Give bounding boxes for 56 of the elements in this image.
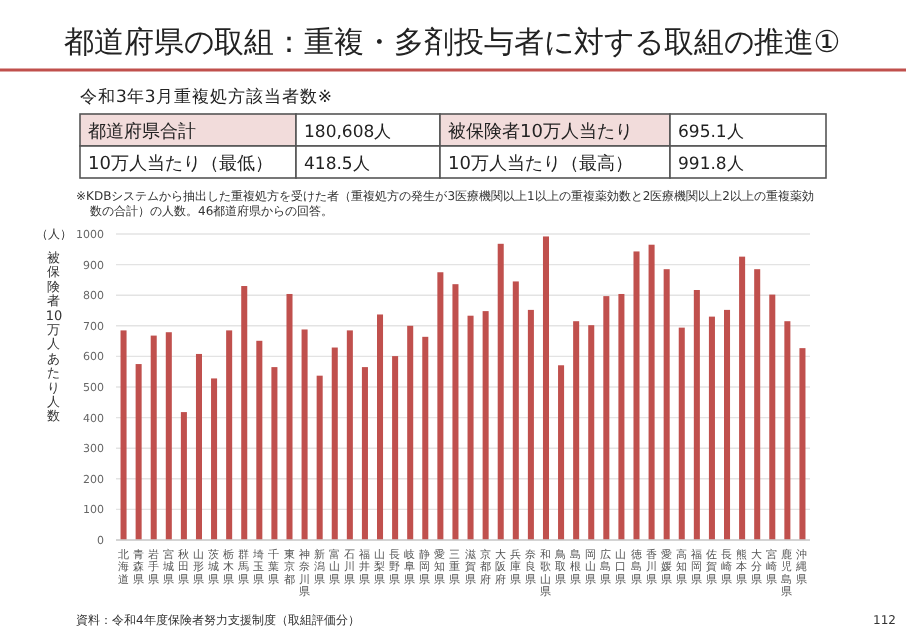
bar (407, 325, 414, 540)
text: 991.8人 (678, 153, 745, 175)
text: 10万人当たり（最低） (88, 153, 273, 175)
bar (739, 256, 746, 540)
bar (271, 367, 278, 540)
bar (754, 269, 761, 540)
bar (301, 329, 308, 540)
bar (663, 269, 670, 540)
bar (150, 335, 157, 540)
bar (392, 356, 399, 540)
text: 10万人当たり（最高） (448, 153, 633, 175)
bar (603, 296, 610, 540)
bar (648, 244, 655, 540)
bar (693, 290, 700, 540)
bar (437, 272, 444, 540)
bar (497, 243, 504, 540)
text: 令和3年3月重複処方該当者数※ (80, 86, 332, 108)
bar (573, 321, 580, 540)
bar (195, 353, 202, 540)
bar (211, 378, 218, 540)
bar (482, 311, 489, 540)
text: 695.1人 (678, 121, 745, 143)
bar (467, 315, 474, 540)
bar (512, 281, 519, 540)
bar (618, 293, 625, 540)
bar (452, 284, 459, 540)
bar (678, 327, 685, 540)
bar (316, 375, 323, 540)
bar (165, 332, 172, 540)
bar (527, 309, 534, 540)
bar (558, 365, 565, 540)
bar (286, 293, 293, 540)
bar (346, 330, 353, 540)
bar (724, 309, 731, 540)
bar (226, 330, 233, 540)
bar (769, 294, 776, 540)
bar (331, 347, 338, 540)
bar (542, 236, 549, 540)
bar (377, 314, 384, 540)
bar (799, 348, 806, 540)
text: 都道府県合計 (88, 121, 196, 143)
bar (241, 286, 248, 540)
text: 被保険者10万人当たり (448, 121, 633, 143)
bar (588, 325, 595, 540)
text: 180,608人 (304, 121, 393, 143)
bar (784, 321, 791, 540)
bar (422, 336, 429, 540)
text: 418.5人 (304, 153, 371, 175)
bar (708, 316, 715, 540)
bar (633, 251, 640, 540)
bar (135, 364, 142, 540)
bar (256, 340, 263, 540)
bar (120, 330, 127, 540)
text: 都道府県の取組：重複・多剤投与者に対する取組の推進① (63, 24, 841, 60)
bar (180, 412, 187, 540)
bar (361, 367, 368, 540)
